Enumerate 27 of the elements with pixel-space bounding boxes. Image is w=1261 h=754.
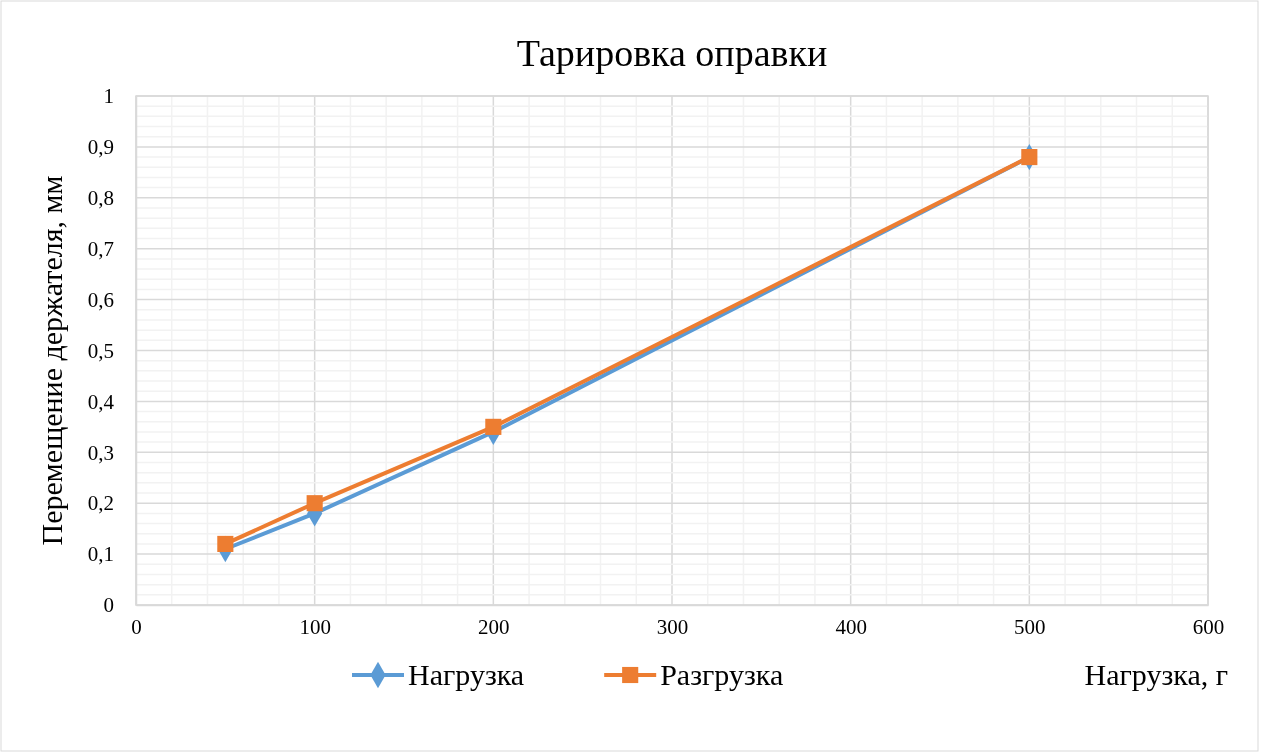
- y-tick-label: 0,4: [87, 389, 115, 414]
- y-tick-label: 0,6: [87, 287, 114, 312]
- x-tick-label: 500: [1014, 614, 1046, 639]
- point: [1021, 149, 1038, 166]
- y-tick-label: 0,7: [87, 236, 114, 261]
- x-axis-title: Нагрузка, г: [1084, 658, 1228, 691]
- point: [485, 418, 502, 435]
- y-tick-label: 0: [103, 593, 114, 618]
- y-tick-label: 0,8: [87, 186, 114, 211]
- legend-label: Разгрузка: [660, 658, 784, 691]
- x-tick-label: 100: [299, 614, 331, 639]
- x-tick-label: 300: [656, 614, 689, 639]
- y-tick-label: 1: [103, 84, 114, 109]
- y-tick-label: 0,1: [87, 542, 114, 567]
- y-tick-label: 0,5: [87, 338, 114, 363]
- y-axis-title: Перемещение держателя, мм: [35, 175, 68, 546]
- x-tick-label: 0: [131, 614, 142, 639]
- point: [306, 495, 323, 512]
- y-tick-label: 0,2: [87, 491, 114, 516]
- x-tick-label: 400: [835, 614, 867, 639]
- x-tick-label: 200: [478, 614, 510, 639]
- y-tick-label: 0,3: [87, 440, 114, 465]
- y-tick-label: 0,9: [87, 135, 114, 160]
- point: [217, 535, 234, 552]
- legend-label: Нагрузка: [408, 658, 525, 691]
- x-tick-label: 600: [1192, 614, 1225, 639]
- chart-title: Тарировка оправки: [516, 32, 828, 74]
